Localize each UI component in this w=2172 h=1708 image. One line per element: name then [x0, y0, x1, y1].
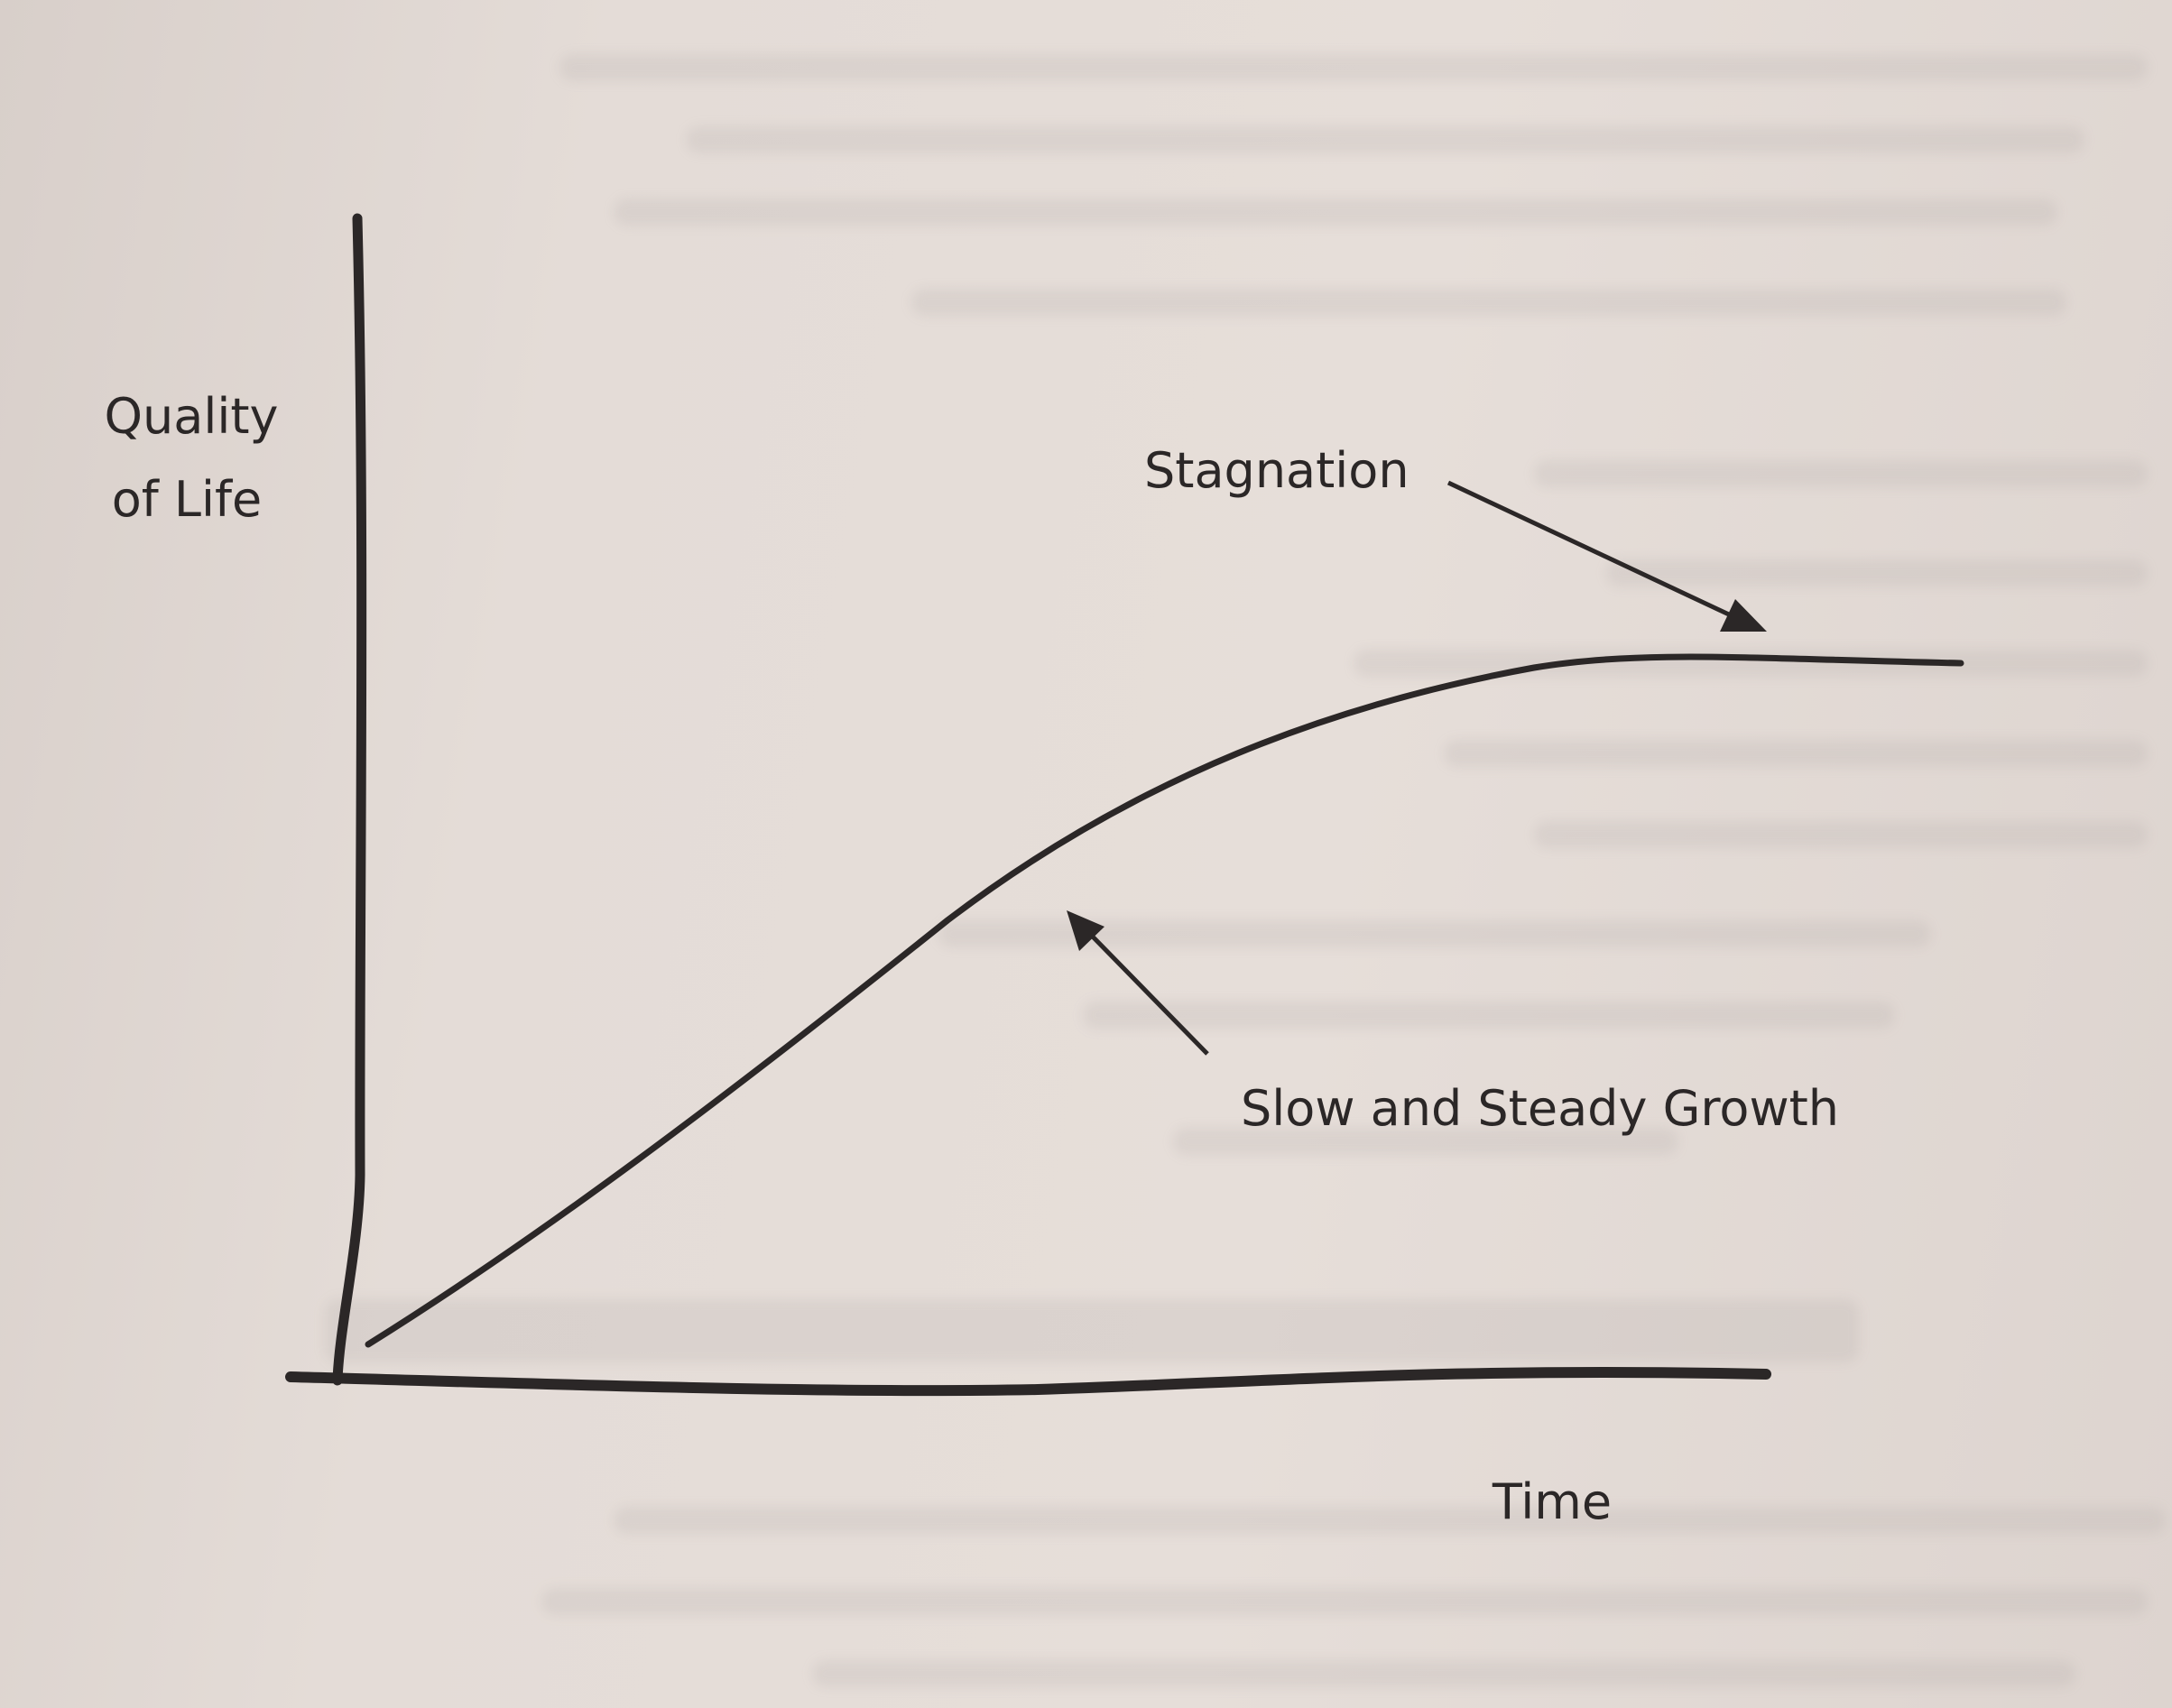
growth-curve — [365, 653, 1964, 1348]
y-axis-label-line-1: Quality — [105, 388, 279, 445]
growth-arrow — [1067, 910, 1209, 1056]
y-axis-label-line-2: of Life — [112, 471, 263, 528]
y-axis — [332, 213, 367, 1386]
growth-label: Slow and Steady Growth — [1241, 1080, 1839, 1137]
stagnation-label: Stagnation — [1144, 442, 1409, 499]
stagnation-arrow — [1446, 480, 1767, 632]
x-axis-label: Time — [1492, 1473, 1612, 1530]
x-axis — [285, 1366, 1771, 1397]
